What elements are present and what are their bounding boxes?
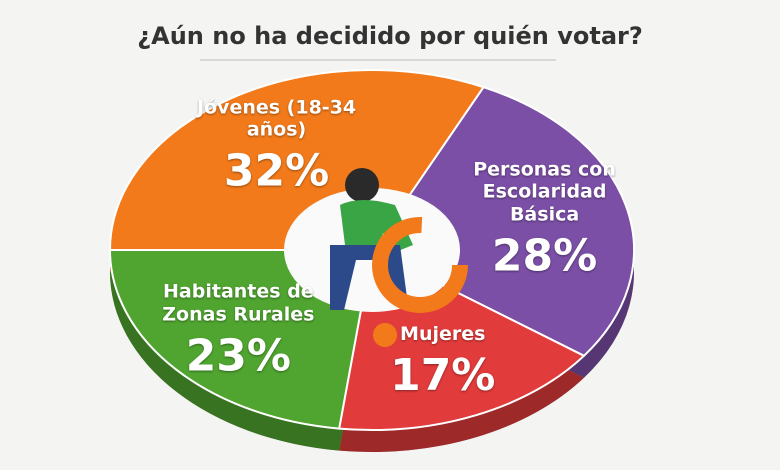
slice-label: Jóvenes (18-34 años) 32% (187, 96, 367, 197)
value-label: 17% (390, 350, 496, 402)
chart-title: ¿Aún no ha decidido por quién votar? (137, 22, 643, 50)
category-label: Mujeres (400, 323, 486, 346)
value-label: 28% (491, 230, 598, 282)
pie-slice (108, 249, 374, 430)
category-label: Personas con Escolaridad Básica (473, 157, 616, 226)
value-label: 23% (185, 330, 292, 382)
slice-label: Mujeres 17% (353, 323, 533, 401)
slice-label: Personas con Escolaridad Básica 28% (455, 158, 635, 281)
category-label: Jóvenes (18-34 años) (196, 96, 357, 142)
thinking-figure (330, 168, 468, 347)
pie-slice (370, 85, 635, 358)
category-label: Habitantes de Zonas Rurales (162, 280, 315, 326)
value-label: 32% (223, 145, 330, 197)
slice-label: Habitantes de Zonas Rurales 23% (148, 281, 328, 382)
